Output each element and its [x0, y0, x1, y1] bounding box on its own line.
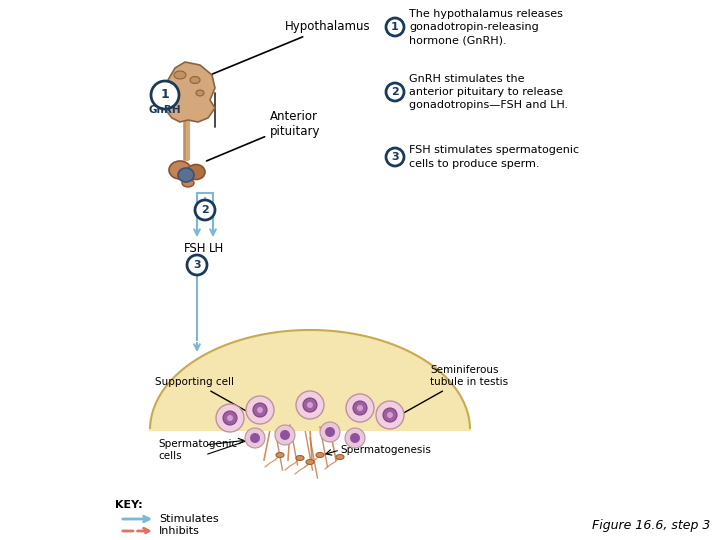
Circle shape — [345, 428, 365, 448]
Text: The hypothalamus releases
gonadotropin-releasing
hormone (GnRH).: The hypothalamus releases gonadotropin-r… — [409, 9, 563, 45]
Circle shape — [386, 83, 404, 101]
Text: 1: 1 — [391, 22, 399, 32]
Text: GnRH: GnRH — [149, 105, 181, 115]
Circle shape — [353, 401, 367, 415]
Circle shape — [187, 255, 207, 275]
Circle shape — [253, 403, 267, 417]
Circle shape — [320, 422, 340, 442]
Text: GnRH stimulates the
anterior pituitary to release
gonadotropins—FSH and LH.: GnRH stimulates the anterior pituitary t… — [409, 74, 568, 110]
Circle shape — [357, 405, 363, 411]
Ellipse shape — [168, 85, 176, 91]
Text: 2: 2 — [391, 87, 399, 97]
Circle shape — [275, 425, 295, 445]
Text: Supporting cell: Supporting cell — [155, 377, 246, 410]
Text: 3: 3 — [193, 260, 201, 270]
Text: FSH: FSH — [184, 241, 206, 254]
Text: 1: 1 — [161, 89, 169, 102]
Circle shape — [227, 415, 233, 421]
Circle shape — [325, 427, 335, 437]
Ellipse shape — [187, 165, 205, 179]
Circle shape — [223, 411, 237, 425]
Circle shape — [151, 81, 179, 109]
Circle shape — [386, 18, 404, 36]
Text: Anterior
pituitary: Anterior pituitary — [207, 110, 320, 161]
Ellipse shape — [296, 456, 304, 461]
Text: FSH stimulates spermatogenic
cells to produce sperm.: FSH stimulates spermatogenic cells to pr… — [409, 145, 579, 168]
Text: Hypothalamus: Hypothalamus — [212, 20, 371, 74]
Text: Spermatogenesis: Spermatogenesis — [340, 445, 431, 455]
Polygon shape — [164, 62, 215, 122]
Text: KEY:: KEY: — [115, 500, 143, 510]
Circle shape — [216, 404, 244, 432]
Ellipse shape — [178, 168, 194, 182]
Circle shape — [296, 391, 324, 419]
Text: Seminiferous
tubule in testis: Seminiferous tubule in testis — [402, 366, 508, 414]
Circle shape — [350, 433, 360, 443]
Circle shape — [257, 407, 263, 413]
Text: 2: 2 — [201, 205, 209, 215]
Circle shape — [245, 428, 265, 448]
Text: Stimulates: Stimulates — [159, 514, 219, 524]
Ellipse shape — [174, 71, 186, 79]
Ellipse shape — [182, 179, 194, 187]
Circle shape — [246, 396, 274, 424]
Text: Inhibits: Inhibits — [159, 526, 200, 536]
Circle shape — [376, 401, 404, 429]
Circle shape — [303, 398, 317, 412]
Circle shape — [250, 433, 260, 443]
Ellipse shape — [276, 453, 284, 457]
Circle shape — [383, 408, 397, 422]
Ellipse shape — [336, 455, 344, 460]
Circle shape — [387, 412, 393, 418]
Ellipse shape — [196, 90, 204, 96]
Circle shape — [280, 430, 290, 440]
Text: 3: 3 — [391, 152, 399, 162]
Ellipse shape — [190, 77, 200, 84]
Circle shape — [195, 200, 215, 220]
Ellipse shape — [169, 161, 191, 179]
Circle shape — [307, 402, 313, 408]
Polygon shape — [150, 330, 470, 430]
Text: Spermatogenic
cells: Spermatogenic cells — [158, 439, 238, 461]
Text: Figure 16.6, step 3: Figure 16.6, step 3 — [592, 519, 710, 532]
Ellipse shape — [316, 453, 324, 457]
Circle shape — [346, 394, 374, 422]
Circle shape — [386, 148, 404, 166]
Text: LH: LH — [210, 241, 225, 254]
Ellipse shape — [306, 460, 314, 464]
